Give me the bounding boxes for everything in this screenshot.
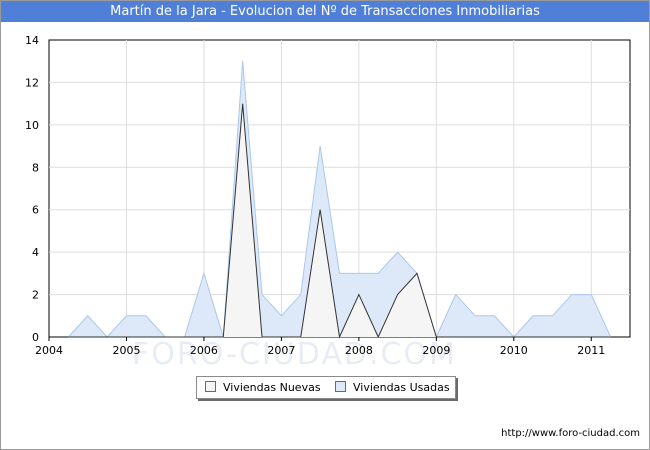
y-tick-label: 4 (32, 246, 39, 259)
x-tick-label: 2011 (577, 344, 605, 357)
source-credit: http://www.foro-ciudad.com (501, 428, 640, 439)
legend-label-nuevas: Viviendas Nuevas (223, 381, 321, 394)
x-tick-label: 2006 (190, 344, 218, 357)
x-tick-label: 2004 (35, 344, 63, 357)
legend-swatch-usadas (335, 381, 346, 392)
series-viviendas-usadas-area (68, 61, 611, 338)
y-tick-label: 12 (25, 76, 39, 89)
x-tick-label: 2007 (267, 344, 295, 357)
legend: Viviendas Nuevas Viviendas Usadas (196, 376, 456, 399)
x-tick-label: 2010 (500, 344, 528, 357)
y-tick-label: 14 (25, 34, 39, 47)
legend-label-usadas: Viviendas Usadas (353, 381, 450, 394)
legend-item-usadas: Viviendas Usadas (335, 377, 450, 398)
y-tick-label: 10 (25, 119, 39, 132)
legend-swatch-nuevas (205, 381, 216, 392)
watermark: FORO-CIUDAD.COM (132, 337, 457, 372)
y-tick-label: 8 (32, 161, 39, 174)
x-tick-label: 2005 (112, 344, 140, 357)
y-tick-label: 0 (32, 331, 39, 344)
y-tick-label: 2 (32, 289, 39, 302)
y-tick-label: 6 (32, 204, 39, 217)
x-tick-label: 2008 (345, 344, 373, 357)
chart-title: Martín de la Jara - Evolucion del Nº de … (1, 1, 649, 22)
x-tick-label: 2009 (422, 344, 450, 357)
series-viviendas-nuevas-line (68, 103, 611, 339)
legend-item-nuevas: Viviendas Nuevas (205, 377, 321, 398)
series-viviendas-usadas-line (68, 61, 612, 339)
series-layer (68, 61, 612, 339)
axis-layer: 0 2 4 6 8 10 12 14 2004 2005 2006 2007 2008 2009 2010 2… (25, 34, 605, 357)
